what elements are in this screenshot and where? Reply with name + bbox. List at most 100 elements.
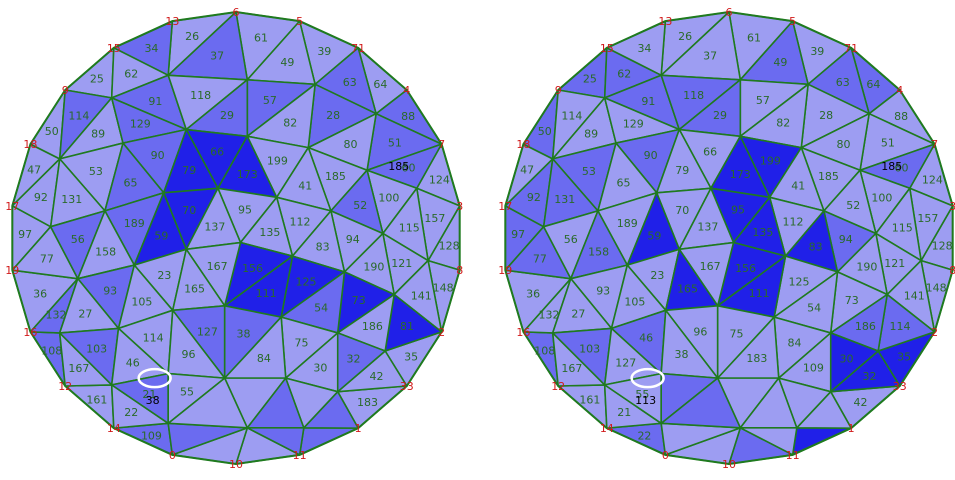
triangle-label: 108 xyxy=(534,344,555,357)
triangle-label: 167 xyxy=(561,362,582,375)
triangle-label: 26 xyxy=(185,30,199,43)
vertex-label: 0 xyxy=(662,449,669,462)
triangle-label: 137 xyxy=(697,221,718,234)
triangle-label: 75 xyxy=(295,337,309,350)
triangle-label: 112 xyxy=(783,215,804,228)
triangle-label: 77 xyxy=(533,253,547,266)
triangle-label: 49 xyxy=(280,56,294,69)
vertex-label: 33 xyxy=(893,380,907,393)
triangle-label: 186 xyxy=(855,320,876,333)
vertex-label: 11 xyxy=(786,449,800,462)
triangle-label: 157 xyxy=(424,212,445,225)
triangle-label: 105 xyxy=(624,295,645,308)
vertex-label: 6 xyxy=(233,6,240,19)
triangle-label: 156 xyxy=(242,262,263,275)
triangle-label: 38 xyxy=(675,348,689,361)
triangle-label: 57 xyxy=(263,94,277,107)
triangle-label: 53 xyxy=(89,165,103,178)
triangle-label: 189 xyxy=(617,217,638,230)
triangle-label: 21 xyxy=(142,388,156,401)
triangle-label: 80 xyxy=(837,138,851,151)
triangle-label: 161 xyxy=(86,394,107,407)
triangle-label: 199 xyxy=(760,154,781,167)
triangle-label: 125 xyxy=(789,276,810,289)
triangle-label: 66 xyxy=(210,145,224,158)
triangle-label: 121 xyxy=(391,257,412,270)
triangle-label: 94 xyxy=(839,233,853,246)
vertex-label: 1 xyxy=(848,422,855,435)
triangle-label: 199 xyxy=(267,154,288,167)
mesh-boundary xyxy=(504,10,954,466)
triangle-label: 79 xyxy=(675,164,689,177)
vertex-label: 9 xyxy=(62,84,69,97)
triangle-label: 84 xyxy=(257,352,271,365)
vertex-label: 19 xyxy=(5,264,19,277)
triangle-label: 59 xyxy=(154,230,168,243)
triangle-label: 131 xyxy=(61,193,82,206)
vertex-label: 16 xyxy=(23,326,37,339)
triangle-label: 114 xyxy=(68,110,89,123)
triangle-label: 108 xyxy=(41,344,62,357)
triangle-label: 185 xyxy=(818,170,839,183)
vertex-label: 6 xyxy=(726,6,733,19)
triangle-label: 173 xyxy=(730,168,751,181)
triangle-label: 127 xyxy=(615,356,636,369)
vertex-label: 7 xyxy=(931,138,938,151)
triangle-label: 148 xyxy=(926,282,947,295)
mesh-triangle xyxy=(660,377,742,429)
triangle-label: 36 xyxy=(33,288,47,301)
vertex-label: 71 xyxy=(351,42,365,55)
triangle-label: 25 xyxy=(583,73,597,86)
triangle-label: 81 xyxy=(400,320,414,333)
triangle-label: 42 xyxy=(854,396,868,409)
triangle-label: 121 xyxy=(884,257,905,270)
highlight-label: 38 xyxy=(146,394,160,407)
triangle-label: 28 xyxy=(326,109,340,122)
triangle-label: 103 xyxy=(579,343,600,356)
triangle-label: 185 xyxy=(325,170,346,183)
triangle-label: 35 xyxy=(897,350,911,363)
triangle-label: 103 xyxy=(86,343,107,356)
vertex-label: 18 xyxy=(516,138,530,151)
vertex-label: 3 xyxy=(949,200,955,213)
triangle-label: 141 xyxy=(411,290,432,303)
triangle-label: 65 xyxy=(617,176,631,189)
triangle-label: 114 xyxy=(561,110,582,123)
triangle-label: 125 xyxy=(296,276,317,289)
triangle-label: 93 xyxy=(596,285,610,298)
triangle-label: 161 xyxy=(579,394,600,407)
triangle-label: 55 xyxy=(635,388,649,401)
vertex-label: 11 xyxy=(293,449,307,462)
vertex-label: 0 xyxy=(169,449,176,462)
triangle-label: 41 xyxy=(298,179,312,192)
triangle-label: 66 xyxy=(703,145,717,158)
triangle-label: 95 xyxy=(238,203,252,216)
triangle-label: 148 xyxy=(433,282,454,295)
triangle-label: 137 xyxy=(204,221,225,234)
vertex-label: 19 xyxy=(498,264,512,277)
triangle-label: 54 xyxy=(314,301,328,314)
triangle-label: 111 xyxy=(256,287,277,300)
triangle-label: 158 xyxy=(588,246,609,259)
triangle-label: 54 xyxy=(807,301,821,314)
triangle-label: 75 xyxy=(730,328,744,341)
triangle-label: 165 xyxy=(184,282,205,295)
triangle-label: 60 xyxy=(894,162,908,175)
vertex-label: 15 xyxy=(107,42,121,55)
triangle-label: 21 xyxy=(617,406,631,419)
triangle-label: 132 xyxy=(45,308,66,321)
triangle-label: 93 xyxy=(103,285,117,298)
triangle-label: 127 xyxy=(197,325,218,338)
triangle-label: 156 xyxy=(735,262,756,275)
triangle-label: 42 xyxy=(370,370,384,383)
triangle-label: 47 xyxy=(27,164,41,177)
triangle-label: 61 xyxy=(254,32,268,45)
triangle-label: 62 xyxy=(124,68,138,81)
vertex-label: 12 xyxy=(551,380,565,393)
vertex-label: 4 xyxy=(896,84,903,97)
triangle-label: 56 xyxy=(564,233,578,246)
triangle-label: 37 xyxy=(703,50,717,63)
triangle-label: 83 xyxy=(809,240,823,253)
